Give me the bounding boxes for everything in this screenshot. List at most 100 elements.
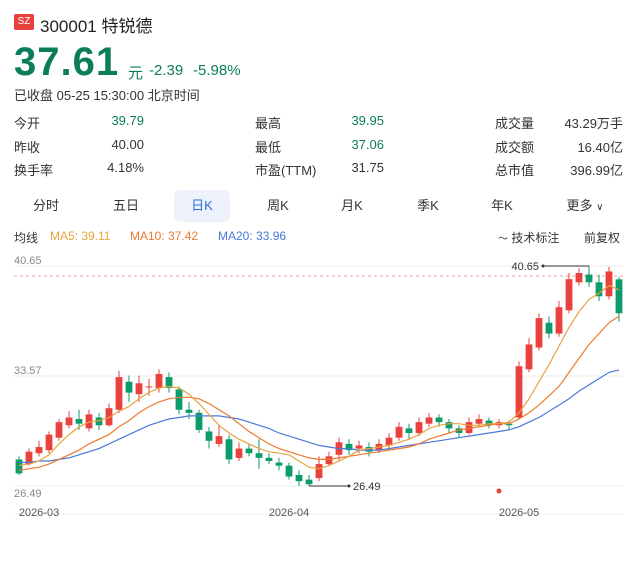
candle-body: [245, 448, 253, 454]
adjust-mode-button[interactable]: 前复权: [584, 231, 621, 245]
stat-value-volume: 43.29万手: [564, 116, 623, 131]
y-tick-label: 33.57: [14, 365, 42, 377]
candle-body: [435, 417, 443, 423]
candle: [295, 470, 303, 486]
event-marker-dot: [496, 488, 502, 494]
market-status: 已收盘 05-25 15:30:00 北京时间: [14, 88, 200, 103]
candle-body: [115, 377, 123, 410]
tab-weekly-k[interactable]: 周K: [267, 198, 289, 213]
candle: [175, 386, 183, 415]
candle: [425, 412, 433, 427]
stat-value-high: 39.95: [351, 113, 384, 128]
candle: [465, 417, 473, 435]
tab-five-day[interactable]: 五日: [112, 198, 139, 213]
ma20-line: [19, 369, 620, 464]
current-price: 37.61: [14, 40, 120, 84]
candle-body: [565, 279, 573, 311]
tab-intraday[interactable]: 分时: [32, 198, 59, 213]
candle-body: [445, 422, 453, 429]
candle-body: [285, 465, 293, 477]
price-change-percent: -5.98%: [193, 62, 241, 79]
candle-body: [145, 386, 153, 388]
candle-body: [175, 389, 183, 410]
stat-label-turnover: 成交额: [495, 140, 535, 155]
candle: [325, 451, 333, 466]
candle-body: [45, 434, 53, 451]
candle: [35, 440, 43, 457]
candle-body: [195, 412, 203, 430]
stat-value-pe: 31.75: [351, 160, 384, 175]
candle: [405, 423, 413, 440]
candle: [265, 453, 273, 465]
candle: [305, 474, 313, 486]
tab-daily-k[interactable]: 日K: [174, 190, 230, 222]
candle: [595, 274, 603, 301]
max-price-dot: [541, 264, 545, 268]
stat-value-low: 37.06: [351, 137, 384, 152]
candle-body: [475, 419, 483, 424]
tab-yearly-k[interactable]: 年K: [491, 198, 513, 213]
stat-value-open: 39.79: [111, 113, 144, 128]
candle: [445, 419, 453, 434]
candle-body: [325, 456, 333, 465]
candle-body: [365, 447, 373, 452]
stat-label-open: 今开: [14, 116, 41, 131]
candle-body: [265, 457, 273, 461]
candle-body: [485, 420, 493, 426]
candle-body: [105, 408, 113, 426]
tab-quarterly-k[interactable]: 季K: [417, 198, 439, 213]
candle: [15, 456, 23, 475]
exchange-badge: SZ: [14, 14, 34, 30]
candle: [555, 300, 563, 337]
candle-body: [415, 422, 423, 434]
candle: [115, 370, 123, 413]
candle: [585, 266, 593, 287]
stat-label-prev-close: 昨收: [14, 140, 41, 155]
ma20-legend: MA20: 33.96: [218, 229, 287, 243]
candle: [275, 457, 283, 471]
y-tick-label: 40.65: [14, 255, 42, 267]
candle: [575, 268, 583, 286]
x-axis: 2026-03 2026-04 2026-05: [19, 507, 539, 519]
candle: [535, 313, 543, 351]
candle-body: [35, 447, 43, 454]
tab-monthly-k[interactable]: 月K: [341, 198, 363, 213]
extreme-annotations: 40.65 26.49: [309, 261, 589, 494]
y-tick-label: 26.49: [14, 488, 42, 500]
y-axis: 40.65 33.57 26.49: [14, 255, 42, 500]
stat-label-pe: 市盈(TTM): [255, 163, 317, 178]
x-tick-label: 2026-03: [19, 507, 59, 519]
tab-more[interactable]: 更多 ∨: [556, 190, 614, 222]
candle: [85, 409, 93, 432]
tech-annotation-toggle[interactable]: 〜 技术标注: [498, 229, 559, 246]
candle-body: [25, 451, 33, 465]
candle-body: [455, 428, 463, 434]
candle: [45, 431, 53, 454]
candle-body: [465, 422, 473, 434]
min-price-label: 26.49: [353, 481, 381, 493]
candle-body: [235, 448, 243, 458]
x-tick-label: 2026-05: [499, 507, 539, 519]
stat-label-high: 最高: [255, 116, 282, 131]
moving-average-lines: [18, 284, 620, 471]
candle: [165, 372, 173, 393]
candle-body: [75, 419, 83, 424]
candle: [65, 411, 73, 429]
ma10-line: [18, 315, 620, 471]
period-tabs: 分时 五日 日K 周K 月K 季K 年K 更多 ∨: [0, 190, 638, 222]
candle-body: [125, 381, 133, 393]
candle-body: [605, 271, 613, 297]
kline-chart[interactable]: 40.65 33.57 26.49 2026-03 2026-04 2026-05 40…: [0, 250, 638, 540]
candle: [225, 434, 233, 465]
chevron-down-icon: ∨: [596, 202, 604, 213]
candle-body: [515, 366, 523, 418]
candle: [515, 361, 523, 420]
candles: [15, 266, 623, 486]
candle: [395, 422, 403, 441]
candle-body: [315, 464, 323, 479]
candle: [365, 442, 373, 457]
candle: [415, 417, 423, 437]
tab-more-label: 更多: [566, 198, 593, 213]
candle-body: [555, 307, 563, 334]
candle: [135, 375, 143, 402]
